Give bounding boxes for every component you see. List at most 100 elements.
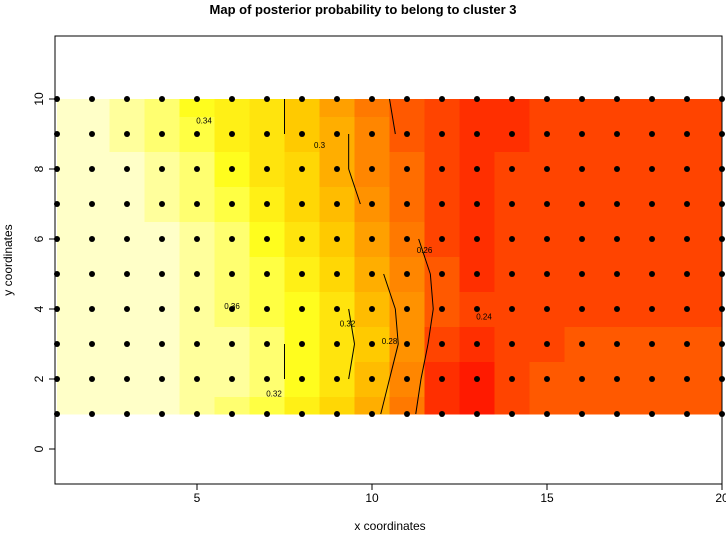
y-tick-label: 8 <box>32 165 46 172</box>
sample-point <box>474 236 480 242</box>
sample-point <box>159 201 165 207</box>
heat-cell <box>424 396 460 415</box>
heat-cell <box>144 99 180 117</box>
sample-point <box>579 411 585 417</box>
heat-cell <box>564 396 600 415</box>
heat-cell <box>57 291 75 327</box>
sample-point <box>439 201 445 207</box>
contour-line <box>389 98 396 135</box>
heat-cell <box>704 326 723 362</box>
sample-point <box>334 96 340 102</box>
sample-point <box>614 271 620 277</box>
y-tick-label: 2 <box>32 375 46 382</box>
sample-point <box>404 131 410 137</box>
sample-point <box>439 411 445 417</box>
sample-point <box>194 96 200 102</box>
sample-point <box>124 271 130 277</box>
sample-point <box>89 341 95 347</box>
sample-point <box>404 376 410 382</box>
sample-point <box>614 341 620 347</box>
sample-point <box>89 306 95 312</box>
heat-cell <box>389 99 425 117</box>
x-tick-label: 5 <box>194 491 201 505</box>
sample-point <box>334 411 340 417</box>
contour-line <box>348 308 355 345</box>
sample-point <box>89 201 95 207</box>
contour-label: 0.32 <box>266 390 282 399</box>
contour-line <box>415 378 422 415</box>
heat-cell <box>57 326 75 362</box>
sample-point <box>264 271 270 277</box>
sample-point <box>89 411 95 417</box>
sample-point <box>404 166 410 172</box>
heat-cell <box>354 396 390 415</box>
sample-point <box>194 306 200 312</box>
sample-point <box>334 166 340 172</box>
sample-point <box>229 236 235 242</box>
y-tick-label: 0 <box>32 445 46 452</box>
sample-point <box>194 341 200 347</box>
sample-point <box>194 411 200 417</box>
sample-point <box>264 411 270 417</box>
x-axis-label: x coordinates <box>354 519 425 533</box>
sample-point <box>404 96 410 102</box>
heat-cell <box>179 396 215 415</box>
sample-point <box>439 271 445 277</box>
sample-point <box>509 341 515 347</box>
heat-cell <box>704 116 723 152</box>
sample-point <box>124 341 130 347</box>
sample-point <box>439 236 445 242</box>
contour-label: 0.24 <box>476 313 492 322</box>
sample-point <box>369 201 375 207</box>
heat-cell <box>74 396 110 415</box>
sample-point <box>159 166 165 172</box>
sample-point <box>159 131 165 137</box>
sample-point <box>194 201 200 207</box>
sample-point <box>544 201 550 207</box>
sample-point <box>614 376 620 382</box>
contour-line <box>394 308 399 345</box>
heat-cell <box>634 396 670 415</box>
sample-point <box>369 271 375 277</box>
heat-cell <box>704 361 723 397</box>
sample-point <box>369 131 375 137</box>
sample-point <box>299 341 305 347</box>
contour-line <box>383 273 396 310</box>
sample-point <box>299 236 305 242</box>
contour-line <box>389 343 399 380</box>
sample-point <box>579 131 585 137</box>
heat-cell <box>354 99 390 117</box>
sample-point <box>474 166 480 172</box>
sample-point <box>404 306 410 312</box>
sample-point <box>194 236 200 242</box>
x-tick-label: 15 <box>540 491 554 505</box>
x-tick-label: 20 <box>715 491 726 505</box>
sample-point <box>544 96 550 102</box>
heatmap <box>57 99 723 415</box>
heat-cell <box>529 99 565 117</box>
sample-point <box>579 306 585 312</box>
sample-point <box>369 376 375 382</box>
sample-point <box>124 131 130 137</box>
heat-cell <box>704 256 723 292</box>
heat-cell <box>74 99 110 117</box>
sample-point <box>299 411 305 417</box>
sample-point <box>299 131 305 137</box>
sample-point <box>334 201 340 207</box>
sample-point <box>299 166 305 172</box>
heat-cell <box>669 99 705 117</box>
sample-point <box>299 201 305 207</box>
heat-cell <box>57 221 75 257</box>
sample-point <box>684 341 690 347</box>
heat-cell <box>57 256 75 292</box>
sample-point <box>159 376 165 382</box>
sample-point <box>299 271 305 277</box>
sample-point <box>229 271 235 277</box>
sample-point <box>229 411 235 417</box>
heat-cell <box>249 99 285 117</box>
sample-point <box>124 96 130 102</box>
sample-point <box>474 201 480 207</box>
heat-cell <box>214 396 250 415</box>
contour-line <box>348 168 361 205</box>
sample-point <box>369 236 375 242</box>
